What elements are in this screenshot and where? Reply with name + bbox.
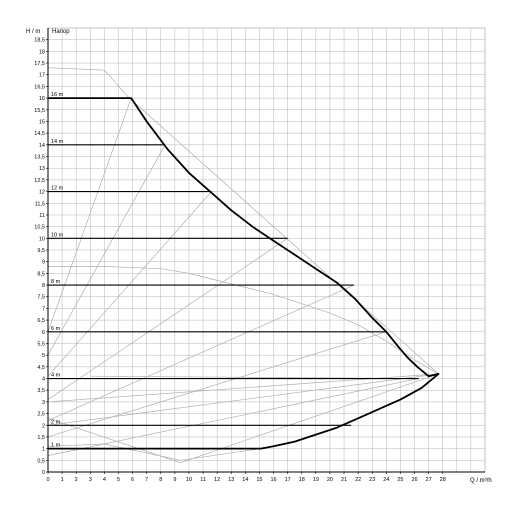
guide-line xyxy=(47,191,212,377)
envelope-curve xyxy=(48,97,440,450)
setpoint-label: 6 m xyxy=(51,326,61,332)
x-tick-label: 8 xyxy=(159,477,162,483)
setpoint-label: 1 m xyxy=(51,443,61,449)
x-tick-label: 24 xyxy=(383,477,389,483)
y-tick-label: 14 xyxy=(39,143,45,149)
y-tick-label: 11,5 xyxy=(35,201,45,207)
x-tick-label: 3 xyxy=(89,477,92,483)
y-tick-label: 1 xyxy=(42,447,45,453)
x-tick-label: 13 xyxy=(228,477,234,483)
y-tick-label: 12,5 xyxy=(34,178,45,184)
y-tick-label: 9 xyxy=(42,260,45,266)
y-tick-label: 3 xyxy=(42,400,45,406)
y-tick-label: 8 xyxy=(42,283,45,289)
y-tick-label: 15 xyxy=(39,119,45,125)
setpoint-label: 8 m xyxy=(51,279,61,285)
guide-line xyxy=(48,266,439,375)
legend-label: Напор xyxy=(52,29,70,35)
x-tick-label: 7 xyxy=(145,477,148,483)
guide-line xyxy=(47,443,261,461)
guide-line xyxy=(47,238,288,400)
axes: H / m Напор Q / m³/h 00,511,522,533,544,… xyxy=(26,28,492,484)
guide-lines xyxy=(47,67,439,464)
y-tick-label: 6 xyxy=(42,330,45,336)
guide-line xyxy=(47,144,166,356)
guide-line xyxy=(47,331,387,438)
y-tick-label: 5 xyxy=(42,353,45,359)
guide-line xyxy=(47,378,419,456)
x-tick-label: 15 xyxy=(256,477,262,483)
setpoint-label: 4 m xyxy=(51,373,61,379)
x-tick-label: 19 xyxy=(313,477,319,483)
x-tick-label: 12 xyxy=(214,477,220,483)
x-tick-label: 6 xyxy=(131,477,134,483)
y-tick-label: 18 xyxy=(39,49,45,55)
x-tick-label: 9 xyxy=(173,477,176,483)
y-tick-label: 4,5 xyxy=(37,365,45,371)
y-tick-label: 1,5 xyxy=(37,435,45,441)
y-tick-label: 4 xyxy=(42,377,45,383)
y-axis-label: H / m xyxy=(26,29,40,35)
y-tick-label: 0 xyxy=(42,470,45,476)
y-tick-label: 2 xyxy=(42,423,45,429)
y-tick-label: 12 xyxy=(39,190,45,196)
guide-line xyxy=(47,373,439,426)
x-tick-label: 11 xyxy=(200,477,206,483)
setpoint-label: 10 m xyxy=(51,232,64,238)
x-axis-label: Q / m³/h xyxy=(470,478,492,484)
y-tick-label: 13,5 xyxy=(34,155,45,161)
x-tick-label: 4 xyxy=(103,477,106,483)
guide-line xyxy=(47,373,439,464)
y-tick-label: 5,5 xyxy=(37,341,45,347)
y-tick-label: 6,5 xyxy=(37,318,45,324)
y-tick-label: 7,5 xyxy=(37,295,45,301)
x-tick-label: 18 xyxy=(299,477,305,483)
y-tick-label: 7 xyxy=(42,306,45,312)
setpoint-label: 12 m xyxy=(51,186,64,192)
y-tick-label: 8,5 xyxy=(37,271,45,277)
grid xyxy=(47,27,486,473)
y-tick-label: 11 xyxy=(39,213,45,219)
guide-line xyxy=(47,97,132,332)
x-tick-label: 16 xyxy=(270,477,276,483)
guide-line xyxy=(47,67,439,375)
x-tick-label: 27 xyxy=(426,477,432,483)
x-tick-label: 1 xyxy=(61,477,64,483)
y-tick-label: 10,5 xyxy=(34,225,45,231)
y-tick-label: 0,5 xyxy=(37,458,45,464)
y-tick-label: 14,5 xyxy=(34,131,45,137)
y-tick-label: 10 xyxy=(39,236,45,242)
x-tick-label: 0 xyxy=(46,477,49,483)
setpoint-label: 16 m xyxy=(51,92,64,98)
y-tick-label: 17 xyxy=(39,73,45,79)
x-tick-label: 5 xyxy=(117,477,120,483)
x-tick-label: 26 xyxy=(411,477,417,483)
x-tick-label: 28 xyxy=(440,477,446,483)
x-tick-label: 22 xyxy=(355,477,361,483)
x-tick-label: 14 xyxy=(242,477,248,483)
y-tick-label: 17,5 xyxy=(34,61,45,67)
setpoint-levels: 16 m 14 m 12 m 10 m 8 m 6 m 4 m 2 m 1 m xyxy=(48,92,419,450)
setpoint-label: 2 m xyxy=(51,419,61,425)
x-tick-label: 17 xyxy=(285,477,291,483)
x-tick-label: 20 xyxy=(327,477,333,483)
y-tick-label: 16,5 xyxy=(34,84,45,90)
y-tick-label: 16 xyxy=(39,96,45,102)
y-tick-label: 3,5 xyxy=(37,388,45,394)
x-tick-label: 23 xyxy=(369,477,375,483)
y-tick-label: 13 xyxy=(39,166,45,172)
envelope-layer xyxy=(48,97,440,450)
y-tick-label: 2,5 xyxy=(37,412,45,418)
x-tick-label: 2 xyxy=(75,477,78,483)
x-tick-label: 25 xyxy=(397,477,403,483)
y-tick-label: 18,5 xyxy=(34,38,45,44)
x-tick-label: 21 xyxy=(341,477,347,483)
y-tick-label: 9,5 xyxy=(37,248,45,254)
y-tick-label: 15,5 xyxy=(34,108,45,114)
x-tick-label: 10 xyxy=(186,477,192,483)
guide-line xyxy=(47,284,355,421)
setpoint-label: 14 m xyxy=(51,139,64,145)
